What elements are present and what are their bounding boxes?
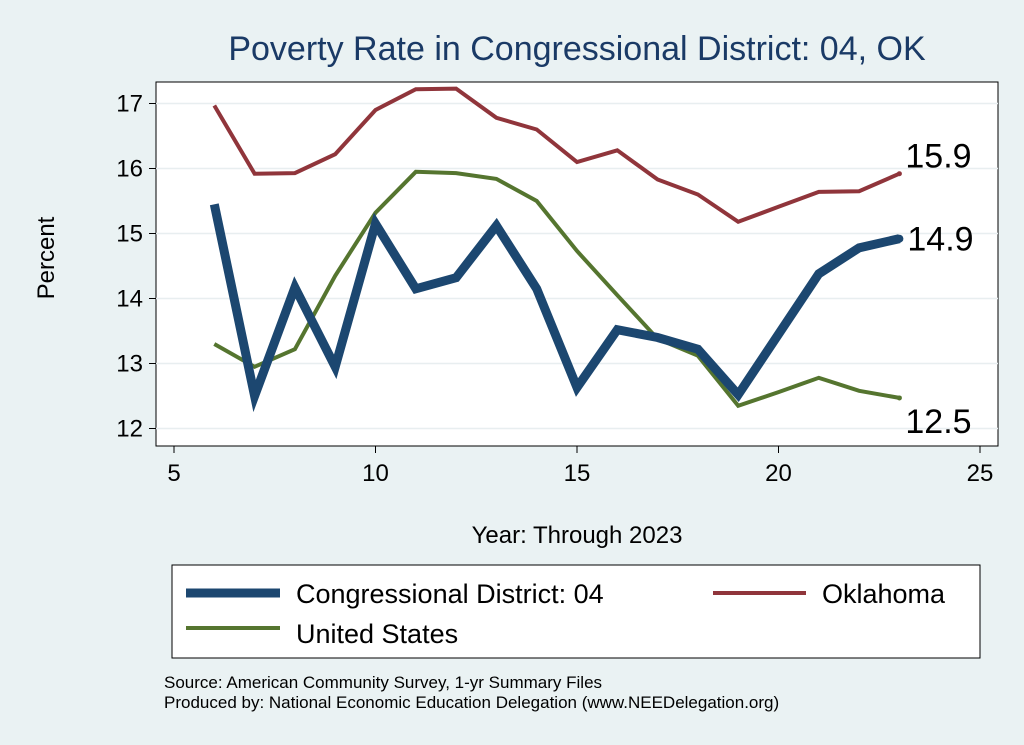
x-tick-label: 25 (967, 460, 994, 487)
legend-box (171, 564, 981, 659)
legend-label: Oklahoma (822, 579, 946, 609)
x-tick-label: 5 (167, 460, 180, 487)
legend-label: Congressional District: 04 (296, 579, 604, 609)
x-tick-label: 10 (362, 460, 389, 487)
series-end-point (895, 234, 904, 243)
end-value-label: 12.5 (905, 403, 971, 441)
y-tick-label: 13 (116, 351, 143, 378)
y-tick-label: 14 (116, 286, 143, 313)
y-tick-label: 16 (116, 156, 143, 183)
y-tick-label: 17 (116, 91, 143, 118)
x-axis-label: Year: Through 2023 (472, 522, 683, 549)
x-tick-label: 20 (765, 460, 792, 487)
chart-title: Poverty Rate in Congressional District: … (228, 30, 926, 68)
y-tick-label: 12 (116, 416, 143, 443)
produced-by-note: Produced by: National Economic Education… (164, 693, 779, 712)
series-line-congressional-district-04 (209, 203, 901, 413)
series-line-united-states (213, 169, 900, 409)
y-axis-label: Percent (33, 216, 60, 299)
x-tick-label: 15 (564, 460, 591, 487)
y-tick-label: 15 (116, 221, 143, 248)
series-end-point (896, 171, 902, 177)
legend-label: United States (296, 619, 458, 649)
source-note: Source: American Community Survey, 1-yr … (164, 673, 602, 692)
series-line-oklahoma (212, 86, 901, 225)
end-value-label: 14.9 (907, 221, 973, 259)
end-value-label: 15.9 (905, 138, 971, 176)
series-end-point (896, 395, 902, 401)
